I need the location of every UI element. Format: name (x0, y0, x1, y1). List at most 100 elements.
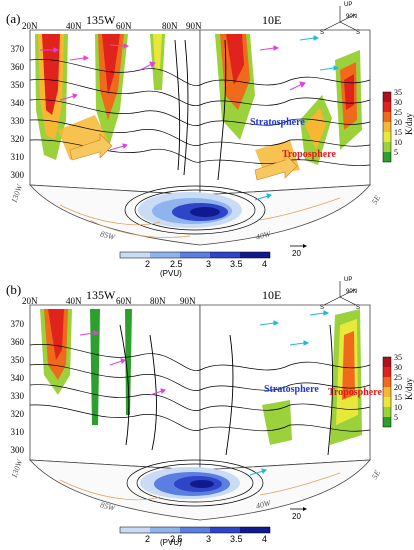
lat-label: 20N (22, 21, 38, 31)
wind-vectors-magenta (40, 43, 306, 151)
lat-label: 40N (66, 296, 82, 306)
compass-up-label: UP (344, 2, 353, 8)
floor-contours (59, 185, 341, 238)
pv-colorbar (119, 526, 271, 534)
pv-tick: 3.5 (230, 534, 243, 544)
lon-right-label: 10E (262, 288, 282, 302)
colorbar-tick: 15 (394, 393, 402, 402)
colorbar-tick: 35 (394, 353, 402, 362)
ytick-label: 350 (10, 355, 25, 365)
pv-tick: 4 (262, 259, 268, 269)
colorbar-tick: 15 (394, 128, 402, 137)
floor-contours (59, 459, 341, 507)
troposphere-label: Troposphere (282, 149, 336, 160)
ytick-label: 310 (10, 152, 25, 162)
stratosphere-label: Stratosphere (250, 117, 305, 128)
compass-icon (323, 281, 357, 306)
lat-label: 80N (162, 21, 178, 31)
pv-tick: 3 (206, 534, 212, 544)
panel-b: (b) 135W 10E 90N 20N 40N 60N 80N 370 360… (0, 275, 414, 547)
pv-tick: 2 (145, 259, 151, 269)
panel-letter: (a) (6, 11, 21, 26)
ytick-label: 350 (10, 80, 25, 90)
pv-tick: 3.5 (230, 259, 243, 269)
ytick-label: 320 (10, 134, 25, 144)
ytick-label: 310 (10, 427, 25, 437)
colorbar-unit: K/day (404, 378, 414, 400)
pv-tick: 3 (206, 259, 212, 269)
compass-n-label: 90N (346, 289, 358, 295)
compass-s-label: S (320, 30, 325, 36)
lon-left-label: 135W (86, 13, 116, 27)
transport-arrows (69, 133, 298, 181)
panel-b-figure (29, 281, 392, 534)
ytick-label: 370 (10, 319, 25, 329)
colorbar-tick: 25 (394, 108, 402, 117)
ytick-label: 330 (10, 391, 25, 401)
colorbar-tick: 30 (394, 98, 402, 107)
ytick-label: 370 (10, 44, 25, 54)
compass-s-label: S (356, 30, 361, 36)
theta-contours (29, 39, 371, 181)
lon-mid-label: 90N (186, 21, 202, 31)
troposphere-label: Troposphere (328, 387, 382, 398)
colorbar-tick: 10 (394, 138, 402, 147)
colorbar-tick: 20 (394, 118, 402, 127)
colorbar-unit: K/day (404, 113, 414, 135)
ytick-label: 360 (10, 337, 25, 347)
colorbar-tick: 5 (394, 413, 398, 422)
lon-left-label: 135W (86, 288, 116, 302)
heating-shading-right (262, 309, 362, 445)
panel-a: (a) 135W 10E 90N 20N 40N 60N 80N 370 360… (0, 0, 414, 278)
colorbar-tick: 5 (394, 148, 398, 157)
pv-tick: 2 (145, 534, 151, 544)
compass-s-label: S (320, 305, 325, 311)
pv-colorbar (119, 251, 271, 259)
pv-floor-shading (138, 192, 242, 228)
colorbar-tick: 10 (394, 403, 402, 412)
ytick-label: 330 (10, 116, 25, 126)
reference-vector (290, 244, 307, 248)
ytick-label: 300 (10, 170, 25, 180)
compass-up-label: UP (344, 277, 353, 283)
pv-tick: 2.5 (170, 259, 183, 269)
panel-a-figure (29, 6, 392, 259)
colorbar-tick: 30 (394, 363, 402, 372)
ytick-label: 340 (10, 373, 25, 383)
heating-shading-right (215, 34, 362, 175)
colorbar-tick: 20 (394, 383, 402, 392)
lat-label: 60N (116, 21, 132, 31)
lon-mid-label: 90N (180, 296, 196, 306)
compass-n-label: 90N (346, 14, 358, 20)
theta-contours (29, 324, 371, 456)
pv-tick: 4 (262, 534, 268, 544)
compass-s-label: S (356, 305, 361, 311)
lat-label: 40N (66, 21, 82, 31)
heating-colorbar (382, 356, 392, 428)
wind-vectors-cyan (249, 310, 330, 476)
heating-colorbar (382, 91, 392, 163)
lat-label: 80N (150, 296, 166, 306)
lat-label: 20N (22, 296, 38, 306)
ytick-label: 360 (10, 62, 25, 72)
vector-ref-label: 20 (292, 249, 301, 258)
colorbar-tick: 35 (394, 88, 402, 97)
wind-vectors-magenta (79, 330, 166, 396)
lon-right-label: 10E (262, 13, 282, 27)
stratosphere-label: Stratosphere (264, 384, 319, 395)
pv-tick: 2.5 (170, 534, 183, 544)
pv-floor-shading (140, 467, 240, 499)
ytick-label: 320 (10, 409, 25, 419)
lat-label: 60N (116, 296, 132, 306)
pv-unit: (PVU) (160, 538, 182, 547)
ytick-label: 300 (10, 445, 25, 455)
pv-unit: (PVU) (160, 269, 182, 278)
vector-ref-label: 20 (292, 512, 301, 521)
colorbar-tick: 25 (394, 373, 402, 382)
ytick-label: 340 (10, 98, 25, 108)
heating-shading-left (40, 309, 132, 425)
compass-icon (323, 6, 357, 31)
reference-vector (290, 507, 307, 511)
wind-vectors-cyan (254, 35, 340, 201)
panel-letter: (b) (6, 282, 22, 297)
